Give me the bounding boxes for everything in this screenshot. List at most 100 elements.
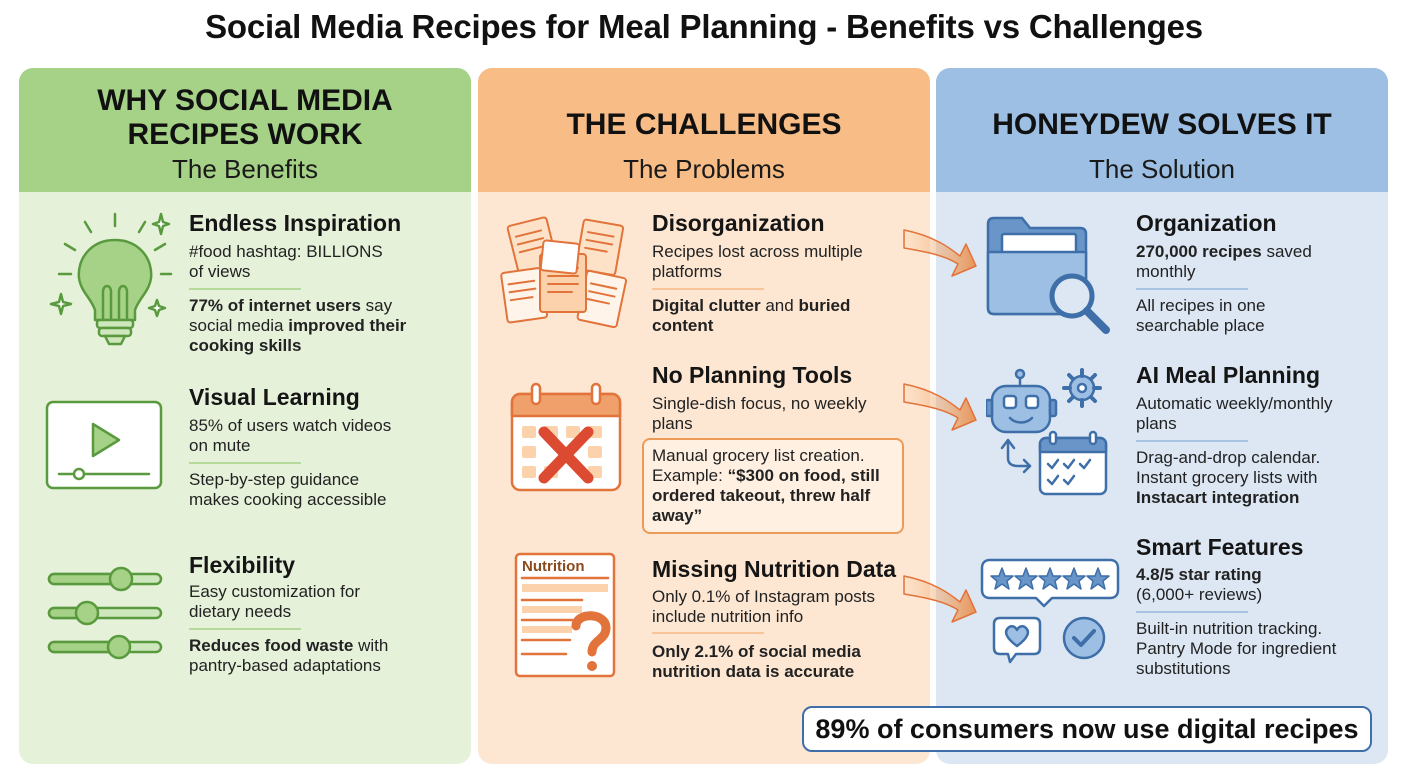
text-line: plans [1136,414,1177,433]
text-line: Step-by-step guidance [189,470,360,489]
text-line: pantry-based adaptations [189,656,381,675]
challenge-planning-title: No Planning Tools [652,362,853,388]
text-line: searchable place [1136,316,1265,335]
divider [652,632,764,634]
benefits-heading-line2: RECIPES WORK [127,118,363,151]
text: with [353,636,389,655]
challenge-nutrition-detail: Only 2.1% of social media nutrition data… [652,642,861,682]
text-line: Reduces food waste with [189,636,388,656]
text: saved [1261,242,1312,261]
text-line: Manual grocery list creation. [652,446,865,465]
divider [189,288,301,290]
benefit-flexibility-detail: Reduces food waste with pantry-based ada… [189,636,388,676]
benefits-column: WHY SOCIAL MEDIA RECIPES WORK The Benefi… [19,68,471,764]
arrow-right-icon [903,229,977,277]
bold-text: 77% of internet users [189,296,361,315]
bold-text: cooking skills [189,336,302,355]
text-line: dietary needs [189,602,292,621]
challenges-subheading: The Problems [623,154,785,184]
benefit-flexibility-title: Flexibility [189,552,296,578]
text: social media [189,316,289,335]
text-line: 77% of internet users say [189,296,406,316]
benefits-subheading: The Benefits [172,154,318,184]
lightbulb-icon [49,212,173,346]
solution-smart-detail: Built-in nutrition tracking. Pantry Mode… [1136,619,1336,679]
text-line: makes cooking accessible [189,490,387,509]
benefit-inspiration-title: Endless Inspiration [189,210,402,236]
text-line: ordered takeout, threw half [652,486,894,506]
text-line: 4.8/5 star rating [1136,565,1262,585]
star-rating-icon [980,558,1120,664]
calendar-x-icon [510,382,622,492]
benefits-heading: WHY SOCIAL MEDIA RECIPES WORK [29,84,461,152]
text-line: Recipes lost across multiple [652,242,863,261]
text-line: substitutions [1136,659,1231,678]
nutrition-label-text: Nutrition [522,558,584,575]
bold-text: 4.8/5 star rating [1136,565,1262,584]
solution-header: HONEYDEW SOLVES IT The Solution [936,68,1388,192]
text: and [760,296,799,315]
benefit-inspiration-text: #food hashtag: BILLIONS of views [189,242,383,282]
challenge-disorganization-text: Recipes lost across multiple platforms [652,242,863,282]
folder-search-icon [986,216,1110,334]
benefit-flexibility-text: Easy customization for dietary needs [189,582,360,622]
bold-text: ordered takeout, threw half [652,486,871,505]
solution-heading: HONEYDEW SOLVES IT [992,108,1332,141]
solution-planning-title: AI Meal Planning [1136,362,1321,388]
text-line: Built-in nutrition tracking. [1136,619,1323,638]
text-line: plans [652,414,693,433]
solution-planning-text: Automatic weekly/monthly plans [1136,394,1333,434]
divider [189,462,301,464]
text-line: Pantry Mode for ingredient [1136,639,1337,658]
benefit-visual-detail: Step-by-step guidance makes cooking acce… [189,470,386,510]
text-line: away” [652,506,894,526]
challenges-header: THE CHALLENGES The Problems [478,68,930,192]
challenge-nutrition-text: Only 0.1% of Instagram posts include nut… [652,587,875,627]
challenge-disorganization-title: Disorganization [652,210,825,236]
text-line: Automatic weekly/monthly [1136,394,1333,413]
text-line: 85% of users watch videos [189,416,392,435]
bold-text: away” [652,506,703,525]
divider [189,628,301,630]
bold-text: Reduces food waste [189,636,354,655]
text-line: All recipes in one [1136,296,1266,315]
arrow-right-icon [903,575,977,623]
text-line: include nutrition info [652,607,804,626]
text-line: #food hashtag: BILLIONS [189,242,383,261]
text: say [360,296,393,315]
bold-text: buried [798,296,851,315]
bold-text: “$300 on food, still [727,466,880,485]
benefits-header: WHY SOCIAL MEDIA RECIPES WORK The Benefi… [19,68,471,192]
text-line: Easy customization for [189,582,361,601]
solution-planning-detail: Drag-and-drop calendar. Instant grocery … [1136,448,1320,508]
benefit-inspiration: Endless Inspiration #food hashtag: BILLI… [19,68,471,764]
benefits-heading-line1: WHY SOCIAL MEDIA [97,84,393,117]
solution-smart-text: 4.8/5 star rating (6,000+ reviews) [1136,565,1262,605]
text-line: monthly [1136,262,1196,281]
solution-subheading: The Solution [1089,154,1235,184]
video-play-icon [45,400,163,490]
solution-organization-title: Organization [1136,210,1277,236]
bold-text: 270,000 recipes [1136,242,1262,261]
bold-text: improved their [288,316,407,335]
text-line: Example: “$300 on food, still [652,466,894,486]
text-line: Digital clutter and buried [652,296,850,316]
challenge-disorganization-detail: Digital clutter and buried content [652,296,850,336]
benefit-inspiration-stat: 77% of internet users say social media i… [189,296,406,356]
solution-column: HONEYDEW SOLVES IT The Solution Organiza… [936,68,1388,764]
text-line: Drag-and-drop calendar. [1136,448,1321,467]
solution-organization-detail: All recipes in one searchable place [1136,296,1265,336]
scattered-documents-icon [500,216,627,329]
nutrition-question-icon: Nutrition [514,552,616,678]
challenges-column: THE CHALLENGES The Problems Disorganizat… [478,68,930,764]
divider [652,288,764,290]
text-line: Single-dish focus, no weekly [652,394,867,413]
challenge-planning-text: Single-dish focus, no weekly plans [652,394,867,434]
challenge-sections: Disorganization Recipes lost across mult… [478,68,930,764]
divider [1136,440,1248,442]
bold-text: Digital clutter [652,296,761,315]
text: Example: [652,466,728,485]
arrow-right-icon [903,383,977,431]
text-line: on mute [189,436,251,455]
divider [1136,611,1248,613]
